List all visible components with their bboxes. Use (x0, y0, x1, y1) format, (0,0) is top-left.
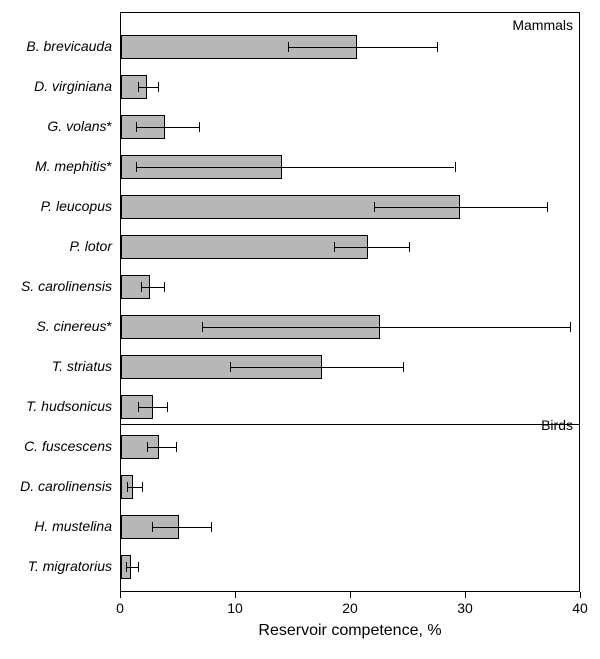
error-cap-high (164, 282, 165, 292)
error-bar (136, 127, 199, 128)
asterisk-marker: * (107, 318, 112, 334)
y-axis-category-label: D. virginiana (34, 78, 112, 94)
error-bar (126, 567, 139, 568)
error-bar (138, 87, 158, 88)
error-cap-low (127, 482, 128, 492)
y-axis-category-text: D. carolinensis (20, 478, 112, 494)
error-cap-low (138, 82, 139, 92)
error-cap-low (152, 522, 153, 532)
error-bar (288, 47, 438, 48)
y-axis-category-text: C. fuscescens (24, 438, 112, 454)
error-cap-high (167, 402, 168, 412)
error-cap-high (199, 122, 200, 132)
error-cap-high (158, 82, 159, 92)
y-axis-category-text: T. hudsonicus (26, 398, 112, 414)
x-axis-tick-label: 30 (457, 600, 473, 616)
y-axis-category-label: B. brevicauda (26, 38, 112, 54)
error-cap-high (547, 202, 548, 212)
x-axis-tick (350, 592, 351, 598)
error-cap-low (138, 402, 139, 412)
error-cap-high (211, 522, 212, 532)
asterisk-marker: * (107, 118, 112, 134)
x-axis-tick-label: 20 (342, 600, 358, 616)
y-axis-category-text: T. migratorius (28, 558, 112, 574)
y-axis-category-label: C. fuscescens (24, 438, 112, 454)
error-cap-low (141, 282, 142, 292)
error-bar (230, 367, 403, 368)
error-cap-high (455, 162, 456, 172)
y-axis-category-label: T. hudsonicus (26, 398, 112, 414)
y-axis-category-label: D. carolinensis (20, 478, 112, 494)
error-cap-high (138, 562, 139, 572)
y-axis-category-text: S. cinereus (37, 318, 107, 334)
y-axis-category-label: P. leucopus (41, 198, 112, 214)
y-axis-category-text: H. mustelina (34, 518, 112, 534)
error-cap-high (176, 442, 177, 452)
y-axis-category-text: B. brevicauda (26, 38, 112, 54)
error-bar (127, 487, 142, 488)
error-bar (136, 167, 455, 168)
error-cap-low (147, 442, 148, 452)
plot-area: Mammals Birds (120, 12, 580, 592)
asterisk-marker: * (107, 158, 112, 174)
x-axis-tick (465, 592, 466, 598)
y-axis-category-text: M. mephitis (35, 158, 107, 174)
error-bar (152, 527, 211, 528)
y-axis-category-text: T. striatus (52, 358, 112, 374)
x-axis-tick-label: 10 (227, 600, 243, 616)
error-cap-low (136, 122, 137, 132)
x-axis-tick (235, 592, 236, 598)
y-axis-category-text: P. lotor (69, 238, 112, 254)
error-cap-low (288, 42, 289, 52)
error-cap-low (230, 362, 231, 372)
error-bar (334, 247, 409, 248)
y-axis-category-label: P. lotor (69, 238, 112, 254)
error-cap-low (126, 562, 127, 572)
y-axis-category-label: H. mustelina (34, 518, 112, 534)
y-axis-category-text: G. volans (47, 118, 106, 134)
error-cap-high (142, 482, 143, 492)
error-cap-high (437, 42, 438, 52)
bar (121, 235, 368, 259)
error-cap-high (570, 322, 571, 332)
section-label: Mammals (512, 17, 573, 33)
y-axis-category-label: T. striatus (52, 358, 112, 374)
error-cap-low (202, 322, 203, 332)
error-bar (374, 207, 547, 208)
y-axis-category-label: S. carolinensis (21, 278, 112, 294)
y-axis-category-text: P. leucopus (41, 198, 112, 214)
error-cap-low (136, 162, 137, 172)
x-axis-tick (120, 592, 121, 598)
y-axis-category-label: T. migratorius (28, 558, 112, 574)
y-axis-category-label: G. volans* (47, 118, 112, 134)
x-axis-title: Reservoir competence, % (120, 622, 580, 640)
x-axis-tick (580, 592, 581, 598)
error-cap-low (374, 202, 375, 212)
error-bar (147, 447, 176, 448)
error-cap-high (403, 362, 404, 372)
section-divider (121, 424, 579, 425)
x-axis-tick-label: 40 (572, 600, 588, 616)
y-axis-category-text: D. virginiana (34, 78, 112, 94)
error-cap-high (409, 242, 410, 252)
x-axis-tick-label: 0 (116, 600, 124, 616)
section-label: Birds (541, 417, 573, 433)
y-axis-category-label: S. cinereus* (37, 318, 113, 334)
error-cap-low (334, 242, 335, 252)
error-bar (141, 287, 164, 288)
y-axis-category-label: M. mephitis* (35, 158, 112, 174)
error-bar (138, 407, 167, 408)
error-bar (202, 327, 570, 328)
y-axis-category-text: S. carolinensis (21, 278, 112, 294)
reservoir-competence-chart: Mammals Birds B. brevicauda D. virginiana G… (0, 0, 600, 659)
